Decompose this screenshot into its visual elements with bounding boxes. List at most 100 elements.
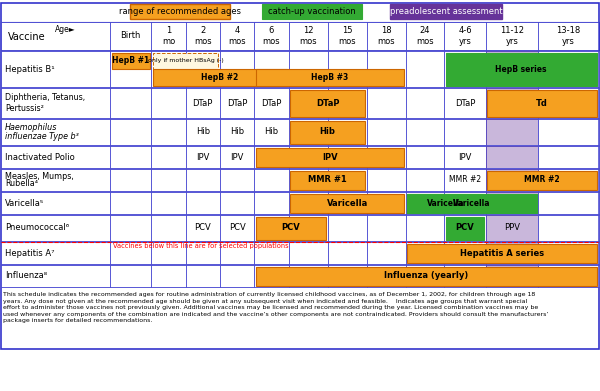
Bar: [110, 265, 151, 287]
Text: Pneumococcal⁶: Pneumococcal⁶: [5, 224, 69, 233]
Bar: [254, 192, 289, 214]
Bar: [153, 52, 218, 69]
Bar: [407, 194, 484, 212]
Text: PCV: PCV: [281, 224, 301, 233]
Bar: [328, 192, 367, 214]
Bar: [289, 215, 328, 241]
Text: Hib: Hib: [320, 127, 335, 136]
Bar: [367, 88, 406, 118]
Bar: [445, 51, 486, 87]
Text: Hib: Hib: [265, 127, 278, 136]
Bar: [110, 242, 151, 264]
Bar: [328, 51, 367, 87]
Bar: [254, 88, 289, 118]
Text: Measles, Mumps,: Measles, Mumps,: [5, 172, 74, 181]
Bar: [1, 119, 110, 145]
Bar: [153, 69, 287, 86]
Bar: [445, 265, 486, 287]
Bar: [110, 88, 151, 118]
Text: IPV: IPV: [322, 152, 338, 161]
Bar: [487, 170, 596, 190]
Bar: [486, 51, 538, 87]
Bar: [406, 215, 445, 241]
Text: HepB #1: HepB #1: [112, 56, 149, 65]
Bar: [185, 265, 220, 287]
Bar: [538, 169, 598, 191]
Bar: [486, 265, 538, 287]
Text: Age►: Age►: [55, 25, 76, 34]
Bar: [1, 169, 599, 191]
Bar: [151, 265, 185, 287]
Bar: [446, 217, 484, 240]
Text: MMR #2: MMR #2: [524, 176, 560, 185]
Bar: [406, 265, 445, 287]
Bar: [185, 192, 220, 214]
Bar: [110, 119, 151, 145]
Text: Varicella⁵: Varicella⁵: [5, 199, 44, 208]
Text: Birth: Birth: [121, 32, 141, 41]
Bar: [220, 146, 254, 168]
Bar: [486, 51, 538, 87]
Text: 2
mos: 2 mos: [194, 26, 212, 46]
Bar: [151, 169, 185, 191]
Text: Pertussis²: Pertussis²: [5, 104, 44, 113]
Text: HepB #2: HepB #2: [202, 74, 239, 83]
Bar: [486, 242, 538, 264]
Bar: [486, 22, 538, 50]
Bar: [112, 52, 150, 69]
Bar: [328, 146, 367, 168]
Bar: [486, 146, 538, 168]
Bar: [328, 169, 367, 191]
Text: 24
mos: 24 mos: [416, 26, 434, 46]
Bar: [289, 88, 328, 118]
Bar: [220, 51, 254, 87]
Bar: [538, 119, 598, 145]
Bar: [445, 146, 486, 168]
Bar: [254, 51, 289, 87]
Bar: [445, 169, 486, 191]
Bar: [486, 88, 538, 118]
Bar: [445, 119, 486, 145]
Bar: [289, 169, 328, 191]
Bar: [1, 51, 599, 87]
Bar: [220, 242, 254, 264]
Bar: [220, 215, 254, 241]
Bar: [538, 51, 598, 87]
Bar: [110, 192, 151, 214]
Bar: [407, 194, 537, 212]
Bar: [328, 215, 367, 241]
Bar: [538, 242, 598, 264]
Bar: [289, 192, 328, 214]
Bar: [486, 192, 538, 214]
Text: PCV: PCV: [194, 224, 211, 233]
Bar: [367, 242, 406, 264]
Text: IPV: IPV: [196, 152, 209, 161]
Text: catch-up vaccination: catch-up vaccination: [268, 7, 356, 16]
Text: Hepatitis A⁷: Hepatitis A⁷: [5, 249, 55, 258]
Bar: [367, 265, 406, 287]
Text: Hib: Hib: [230, 127, 244, 136]
Text: 4
mos: 4 mos: [229, 26, 246, 46]
Bar: [538, 22, 598, 50]
Bar: [367, 146, 406, 168]
Bar: [254, 119, 289, 145]
Text: IPV: IPV: [230, 152, 244, 161]
Bar: [289, 265, 328, 287]
Bar: [220, 265, 254, 287]
Bar: [445, 192, 486, 214]
Bar: [110, 146, 151, 168]
Bar: [151, 215, 185, 241]
Bar: [445, 88, 486, 118]
Bar: [290, 194, 404, 212]
Bar: [1, 192, 110, 214]
Text: preadolescent assessment: preadolescent assessment: [389, 7, 502, 16]
Text: PCV: PCV: [229, 224, 245, 233]
Bar: [185, 88, 220, 118]
Text: Hib: Hib: [196, 127, 210, 136]
Bar: [289, 146, 328, 168]
Bar: [110, 215, 151, 241]
Bar: [220, 22, 254, 50]
Text: PPV: PPV: [504, 224, 520, 233]
Bar: [1, 88, 599, 118]
Bar: [367, 51, 406, 87]
